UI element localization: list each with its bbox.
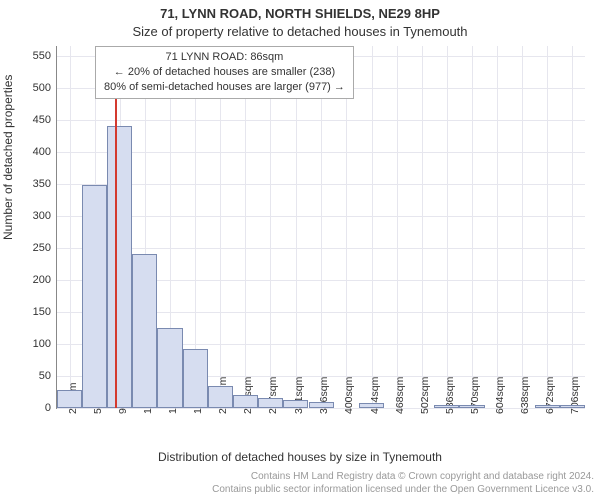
gridline-v	[447, 46, 448, 408]
x-tick-label: 706sqm	[569, 377, 581, 414]
histogram-bar	[535, 405, 560, 408]
histogram-bar	[157, 328, 182, 408]
histogram-bar	[132, 254, 157, 408]
chart-title-address: 71, LYNN ROAD, NORTH SHIELDS, NE29 8HP	[0, 6, 600, 21]
y-axis-label: Number of detached properties	[1, 75, 15, 240]
y-tick-label: 450	[33, 114, 57, 126]
footer-attribution: Contains HM Land Registry data © Crown c…	[0, 471, 594, 496]
y-tick-label: 500	[33, 82, 57, 94]
histogram-bar	[459, 405, 484, 408]
histogram-bar	[258, 398, 283, 408]
x-tick-label: 604sqm	[494, 377, 506, 414]
x-tick-label: 400sqm	[343, 377, 355, 414]
gridline-v	[472, 46, 473, 408]
x-tick-label: 502sqm	[419, 377, 431, 414]
histogram-bar	[283, 400, 308, 408]
gridline-v	[270, 46, 271, 408]
histogram-bar	[183, 349, 208, 408]
y-tick-label: 250	[33, 242, 57, 254]
x-tick-label: 297sqm	[267, 377, 279, 414]
gridline-v	[70, 46, 71, 408]
histogram-bar	[309, 402, 334, 408]
x-tick-label: 672sqm	[544, 377, 556, 414]
annotation-line3: 80% of semi-detached houses are larger (…	[104, 80, 345, 95]
plot-area: 05010015020025030035040045050055025sqm59…	[56, 46, 585, 409]
gridline-v	[497, 46, 498, 408]
x-tick-label: 468sqm	[394, 377, 406, 414]
x-tick-label: 331sqm	[293, 377, 305, 414]
x-tick-label: 366sqm	[318, 377, 330, 414]
annotation-line2: ← 20% of detached houses are smaller (23…	[104, 65, 345, 80]
x-tick-label: 638sqm	[519, 377, 531, 414]
gridline-v	[346, 46, 347, 408]
x-tick-label: 536sqm	[444, 377, 456, 414]
y-tick-label: 0	[45, 402, 57, 414]
footer-line1: Contains HM Land Registry data © Crown c…	[0, 471, 594, 484]
histogram-bar	[359, 403, 384, 408]
gridline-v	[572, 46, 573, 408]
y-tick-label: 150	[33, 306, 57, 318]
x-axis-label: Distribution of detached houses by size …	[0, 450, 600, 464]
footer-line2: Contains public sector information licen…	[0, 484, 594, 497]
y-tick-label: 350	[33, 178, 57, 190]
gridline-v	[296, 46, 297, 408]
gridline-v	[220, 46, 221, 408]
gridline-v	[547, 46, 548, 408]
gridline-v	[245, 46, 246, 408]
histogram-bar	[560, 405, 585, 408]
gridline-v	[522, 46, 523, 408]
y-tick-label: 300	[33, 210, 57, 222]
x-tick-label: 434sqm	[369, 377, 381, 414]
histogram-bar	[82, 185, 107, 408]
histogram-bar	[107, 126, 132, 408]
y-tick-label: 100	[33, 338, 57, 350]
annotation-box: 71 LYNN ROAD: 86sqm ← 20% of detached ho…	[95, 46, 354, 99]
gridline-v	[397, 46, 398, 408]
gridline-v	[321, 46, 322, 408]
chart-subtitle: Size of property relative to detached ho…	[0, 24, 600, 39]
histogram-bar	[233, 395, 258, 408]
y-tick-label: 550	[33, 50, 57, 62]
histogram-bar	[208, 386, 233, 408]
y-tick-label: 400	[33, 146, 57, 158]
gridline-v	[422, 46, 423, 408]
property-marker-line	[115, 46, 117, 408]
annotation-line1: 71 LYNN ROAD: 86sqm	[104, 50, 345, 65]
gridline-v	[372, 46, 373, 408]
y-tick-label: 50	[39, 370, 57, 382]
histogram-bar	[434, 405, 459, 408]
histogram-bar	[57, 390, 82, 408]
x-tick-label: 570sqm	[469, 377, 481, 414]
y-tick-label: 200	[33, 274, 57, 286]
